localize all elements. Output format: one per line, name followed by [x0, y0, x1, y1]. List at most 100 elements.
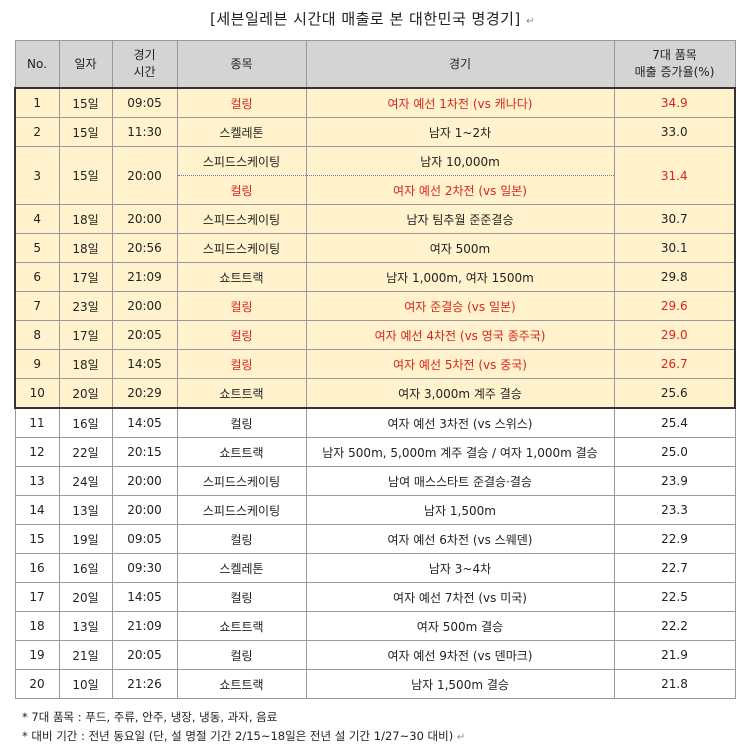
cell-time: 09:30: [111, 553, 178, 583]
cell-no: 1: [14, 87, 60, 118]
table-row: 11 16일 14:05 컬링 여자 예선 3차전 (vs 스위스) 25.4: [14, 407, 736, 438]
table-subrow: 컬링 여자 예선 2차전 (vs 일본): [15, 175, 735, 205]
table-row: 15 19일 09:05 컬링 여자 예선 6차전 (vs 스웨덴) 22.9: [14, 524, 736, 554]
table-row: 8 17일 20:05 컬링 여자 예선 4차전 (vs 영국 종주국) 29.0: [14, 320, 736, 350]
cell-no: 3: [14, 146, 60, 205]
cell-rate: 23.9: [613, 466, 736, 496]
cell-event: 여자 예선 5차전 (vs 중국): [305, 349, 615, 379]
cell-event: 여자 예선 1차전 (vs 캐나다): [305, 87, 615, 118]
cell-time: 20:15: [111, 437, 178, 467]
sales-table: No. 일자 경기 시간 종목 경기 7대 품목 매출 증가율(%) 1 15일 0…: [14, 40, 736, 699]
cell-time: 21:09: [111, 611, 178, 641]
cell-no: 11: [14, 407, 60, 438]
cell-time: 20:05: [111, 320, 178, 350]
cell-no: 12: [14, 437, 60, 467]
cell-event: 남자 1,500m: [305, 495, 615, 525]
cell-sport: 컬링: [176, 291, 307, 321]
cell-sport: 쇼트트랙: [176, 378, 307, 409]
cell-date: 18일: [58, 349, 113, 379]
cell-date: 15일: [58, 117, 113, 147]
paragraph-mark-icon: ↵: [456, 732, 466, 743]
cell-rate: 21.8: [613, 669, 736, 699]
cell-rate: 30.1: [613, 233, 736, 263]
cell-time: 20:00: [111, 204, 178, 234]
cell-rate: 22.5: [613, 582, 736, 612]
table-row: 9 18일 14:05 컬링 여자 예선 5차전 (vs 중국) 26.7: [14, 349, 736, 379]
table-row: 13 24일 20:00 스피드스케이팅 남여 매스스타트 준결승·결승 23.9: [14, 466, 736, 496]
header-time: 경기 시간: [111, 40, 178, 89]
cell-event: 남자 1,000m, 여자 1500m: [305, 262, 615, 292]
cell-sport: 스피드스케이팅: [176, 146, 307, 176]
cell-sport: 쇼트트랙: [176, 437, 307, 467]
table-row: 7 23일 20:00 컬링 여자 준결승 (vs 일본) 29.6: [14, 291, 736, 321]
cell-no: 5: [14, 233, 60, 263]
cell-rate: 29.8: [613, 262, 736, 292]
cell-event: 남자 1~2차: [305, 117, 615, 147]
cell-sport: 컬링: [176, 175, 307, 205]
header-no: No.: [14, 40, 60, 89]
cell-date: 22일: [58, 437, 113, 467]
cell-rate: 26.7: [613, 349, 736, 379]
cell-date: 18일: [58, 204, 113, 234]
cell-date: 10일: [58, 669, 113, 699]
table-row: 19 21일 20:05 컬링 여자 예선 9차전 (vs 덴마크) 21.9: [14, 640, 736, 670]
cell-time: 11:30: [111, 117, 178, 147]
cell-date: 13일: [58, 495, 113, 525]
cell-time: 20:29: [111, 378, 178, 409]
cell-no: 13: [14, 466, 60, 496]
cell-event: 여자 준결승 (vs 일본): [305, 291, 615, 321]
cell-time: 20:56: [111, 233, 178, 263]
cell-no: 19: [14, 640, 60, 670]
table-header-row: No. 일자 경기 시간 종목 경기 7대 품목 매출 증가율(%): [14, 40, 736, 89]
cell-event: 여자 예선 2차전 (vs 일본): [305, 175, 615, 205]
cell-no: 20: [14, 669, 60, 699]
cell-rate: 33.0: [613, 117, 736, 147]
cell-event: 여자 예선 3차전 (vs 스위스): [305, 407, 615, 438]
cell-time: 20:05: [111, 640, 178, 670]
cell-event: 여자 예선 4차전 (vs 영국 종주국): [305, 320, 615, 350]
cell-sport: 스피드스케이팅: [176, 204, 307, 234]
cell-date: 23일: [58, 291, 113, 321]
cell-rate: 25.4: [613, 407, 736, 438]
cell-no: 9: [14, 349, 60, 379]
cell-date: 24일: [58, 466, 113, 496]
table-row: 4 18일 20:00 스피드스케이팅 남자 팀추월 준준결승 30.7: [14, 204, 736, 234]
cell-time: 21:26: [111, 669, 178, 699]
cell-date: 15일: [58, 146, 113, 205]
table-row: 5 18일 20:56 스피드스케이팅 여자 500m 30.1: [14, 233, 736, 263]
cell-sport: 스피드스케이팅: [176, 466, 307, 496]
table-row: 10 20일 20:29 쇼트트랙 여자 3,000m 계주 결승 25.6: [14, 378, 736, 409]
cell-event: 여자 500m: [305, 233, 615, 263]
cell-date: 16일: [58, 407, 113, 438]
table-row: 14 13일 20:00 스피드스케이팅 남자 1,500m 23.3: [14, 495, 736, 525]
cell-event: 여자 예선 9차전 (vs 덴마크): [305, 640, 615, 670]
cell-sport: 쇼트트랙: [176, 669, 307, 699]
cell-date: 19일: [58, 524, 113, 554]
cell-rate: 25.6: [613, 378, 736, 409]
cell-no: 15: [14, 524, 60, 554]
cell-sport: 컬링: [176, 524, 307, 554]
cell-date: 16일: [58, 553, 113, 583]
header-date: 일자: [58, 40, 113, 89]
table-row: 6 17일 21:09 쇼트트랙 남자 1,000m, 여자 1500m 29.8: [14, 262, 736, 292]
cell-time: 14:05: [111, 407, 178, 438]
table-row: 17 20일 14:05 컬링 여자 예선 7차전 (vs 미국) 22.5: [14, 582, 736, 612]
cell-no: 8: [14, 320, 60, 350]
cell-event: 남자 10,000m: [305, 146, 615, 176]
cell-event: 남여 매스스타트 준결승·결승: [305, 466, 615, 496]
cell-event: 여자 500m 결승: [305, 611, 615, 641]
cell-no: 7: [14, 291, 60, 321]
cell-time: 20:00: [111, 291, 178, 321]
header-rate: 7대 품목 매출 증가율(%): [613, 40, 736, 89]
table-row: 3 15일 20:00 스피드스케이팅 남자 10,000m 31.4: [14, 146, 736, 205]
cell-rate: 31.4: [613, 146, 736, 205]
footnotes: * 7대 품목 : 푸드, 주류, 안주, 냉장, 냉동, 과자, 음료 * 대…: [22, 708, 465, 747]
cell-time: 09:05: [111, 87, 178, 118]
cell-time: 20:00: [111, 146, 178, 205]
cell-event: 여자 예선 6차전 (vs 스웨덴): [305, 524, 615, 554]
cell-no: 14: [14, 495, 60, 525]
table-row: 12 22일 20:15 쇼트트랙 남자 500m, 5,000m 계주 결승 / 여자…: [14, 437, 736, 467]
cell-rate: 21.9: [613, 640, 736, 670]
table-row: 18 13일 21:09 쇼트트랙 여자 500m 결승 22.2: [14, 611, 736, 641]
cell-date: 13일: [58, 611, 113, 641]
